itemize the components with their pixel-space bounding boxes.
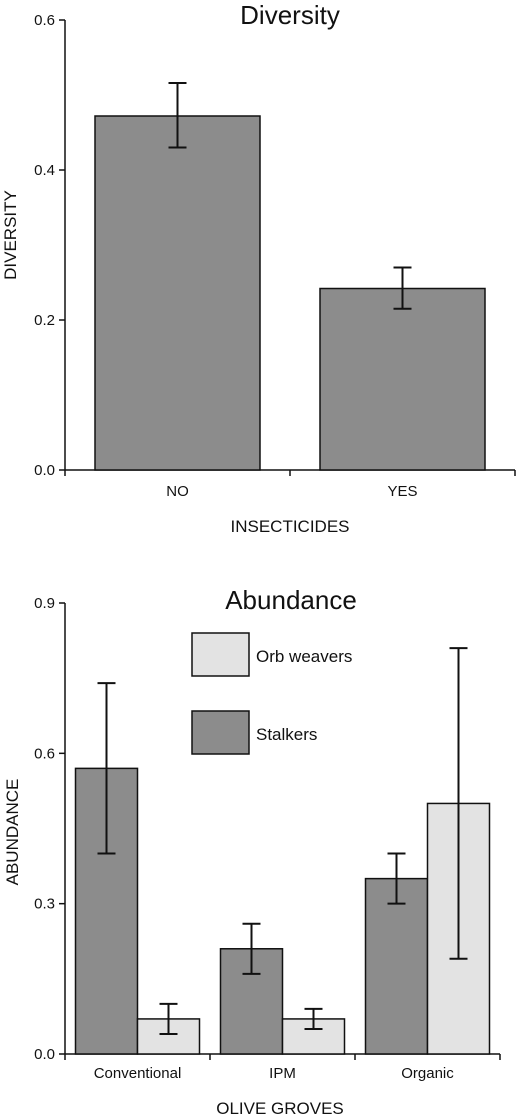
y-tick-label: 0.2 bbox=[34, 312, 55, 329]
y-tick-label: 0.0 bbox=[34, 1046, 55, 1063]
diversity-y-axis-label: DIVERSITY bbox=[1, 190, 20, 280]
y-tick-label: 0.9 bbox=[34, 595, 55, 612]
abundance-chart-title: Abundance bbox=[225, 585, 357, 615]
y-tick-label: 0.6 bbox=[34, 12, 55, 29]
legend-label-orb-weavers: Orb weavers bbox=[256, 647, 352, 666]
diversity-x-axis-label: INSECTICIDES bbox=[230, 517, 349, 536]
y-tick-label: 0.6 bbox=[34, 745, 55, 762]
legend-swatch-orb-weavers bbox=[191, 632, 250, 677]
legend-label-stalkers: Stalkers bbox=[256, 725, 317, 744]
y-tick-label: 0.4 bbox=[34, 162, 55, 179]
diversity-y-ticks: 0.0 0.2 0.4 0.6 bbox=[34, 12, 65, 479]
x-tick-label: Conventional bbox=[94, 1065, 182, 1082]
x-tick-label: NO bbox=[166, 483, 189, 500]
abundance-bars bbox=[74, 647, 491, 1055]
diversity-x-ticks: NO YES bbox=[64, 470, 516, 500]
diversity-chart: Diversity DIVERSITY INSECTICIDES 0.00.20… bbox=[1, 0, 516, 536]
x-tick-label: IPM bbox=[269, 1065, 296, 1082]
abundance-x-ticks: Conventional IPM Organic bbox=[64, 1054, 501, 1082]
abundance-chart: Abundance ABUNDANCE OLIVE GROVES 0.00.30… bbox=[3, 585, 501, 1118]
diversity-chart-title: Diversity bbox=[240, 0, 340, 30]
bar-stalkers-organic bbox=[364, 877, 429, 1055]
abundance-y-axis-label: ABUNDANCE bbox=[3, 779, 22, 886]
abundance-y-ticks: 0.0 0.3 0.6 0.9 bbox=[34, 595, 65, 1063]
bar-no bbox=[94, 115, 261, 471]
x-tick-label: YES bbox=[387, 483, 417, 500]
y-tick-label: 0.0 bbox=[34, 462, 55, 479]
bar-yes bbox=[319, 287, 486, 471]
diversity-bars bbox=[94, 82, 486, 471]
x-tick-label: Organic bbox=[401, 1065, 454, 1082]
abundance-legend: Orb weavers Stalkers bbox=[191, 632, 352, 755]
abundance-x-axis-label: OLIVE GROVES bbox=[216, 1099, 344, 1118]
y-tick-label: 0.3 bbox=[34, 896, 55, 913]
legend-swatch-stalkers bbox=[191, 710, 250, 755]
